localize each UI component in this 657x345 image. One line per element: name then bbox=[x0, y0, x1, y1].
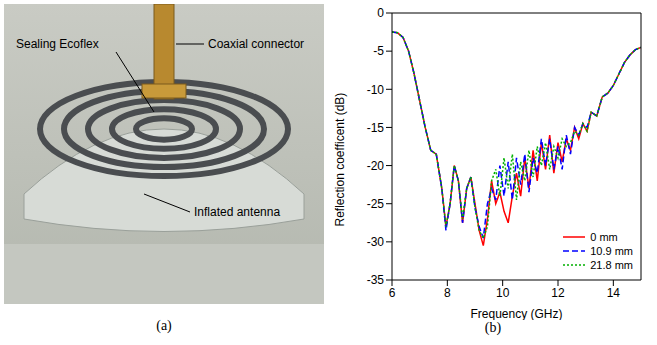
svg-text:Coaxial connector: Coaxial connector bbox=[208, 37, 304, 51]
html-text:0 mm: 0 mm bbox=[590, 231, 618, 243]
svg-text:6: 6 bbox=[389, 286, 396, 300]
svg-text:-10: -10 bbox=[367, 83, 385, 97]
html-text:10.9 mm: 10.9 mm bbox=[590, 245, 633, 257]
html-text:21.8 mm: 21.8 mm bbox=[590, 259, 633, 271]
svg-text:-15: -15 bbox=[367, 121, 385, 135]
svg-text:Reflection coefficent (dB): Reflection coefficent (dB) bbox=[333, 93, 347, 227]
svg-text:-35: -35 bbox=[367, 273, 385, 287]
svg-text:Sealing Ecoflex: Sealing Ecoflex bbox=[16, 37, 99, 51]
svg-text:10: 10 bbox=[496, 286, 510, 300]
html-text:(a): (a) bbox=[156, 318, 172, 333]
svg-text:Frequency (GHz): Frequency (GHz) bbox=[470, 307, 562, 320]
svg-text:-20: -20 bbox=[367, 159, 385, 173]
svg-text:8: 8 bbox=[444, 286, 451, 300]
svg-text:Inflated antenna: Inflated antenna bbox=[194, 205, 280, 219]
svg-text:14: 14 bbox=[607, 286, 621, 300]
svg-text:0: 0 bbox=[377, 6, 384, 20]
html-text:(b): (b) bbox=[484, 320, 502, 335]
svg-text:-5: -5 bbox=[373, 44, 384, 58]
svg-text:-30: -30 bbox=[367, 235, 385, 249]
svg-text:12: 12 bbox=[551, 286, 565, 300]
svg-text:-25: -25 bbox=[367, 197, 385, 211]
